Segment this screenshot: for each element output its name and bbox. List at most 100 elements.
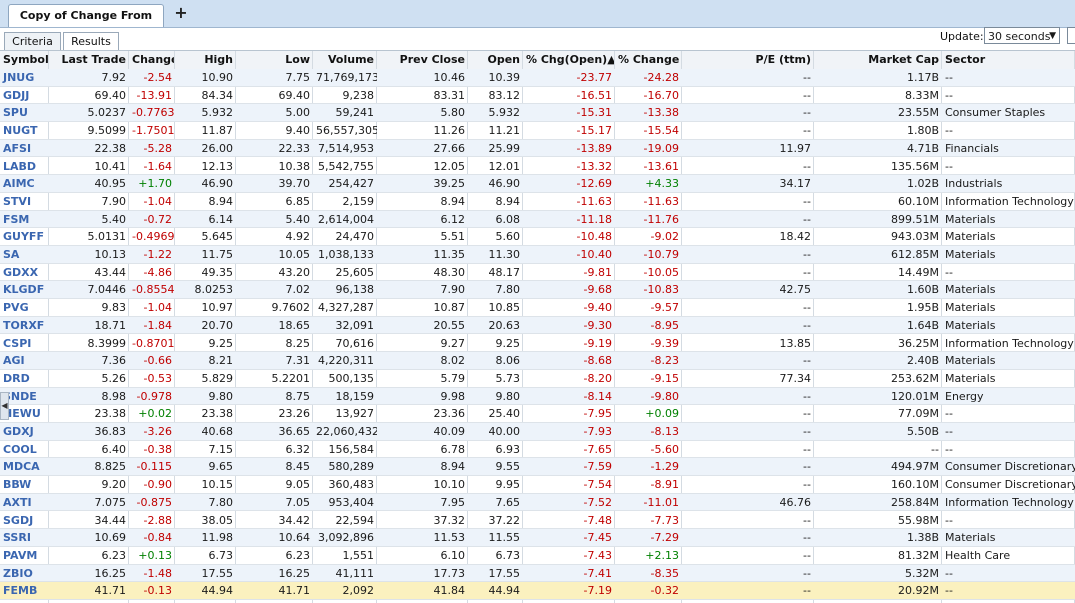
column-header-change[interactable]: Change: [132, 53, 175, 66]
add-tab-icon[interactable]: +: [174, 3, 188, 22]
cell-symbol[interactable]: SPU: [3, 106, 28, 120]
cell-last: 9.20: [101, 478, 127, 492]
column-header-open[interactable]: Open: [487, 53, 520, 66]
tab-results[interactable]: Results: [63, 32, 119, 51]
cell-symbol[interactable]: AGI: [3, 354, 25, 368]
column-header-prev[interactable]: Prev Close: [399, 53, 465, 66]
column-header-last[interactable]: Last Trade: [61, 53, 126, 66]
table-row[interactable]: GUYFF 5.0131 -0.4969 5.645 4.92 24,470 5.51 5.6…: [0, 228, 1075, 246]
table-row[interactable]: SPU 5.0237 -0.7763 5.932 5.00 59,241 5.80 5.932…: [0, 104, 1075, 123]
cell-change: -2.54: [143, 71, 172, 84]
cell-prev: 6.10: [440, 548, 466, 562]
cell-symbol[interactable]: KLGDF: [3, 283, 45, 297]
cell-symbol[interactable]: GDXX: [3, 265, 39, 279]
table-row[interactable]: JNUG 7.92 -2.54 10.90 7.75 71,769,173 10.46 10.…: [0, 69, 1075, 87]
table-row[interactable]: TORXF 18.71 -1.84 20.70 18.65 32,091 20.55 20.6…: [0, 316, 1075, 335]
column-header-low[interactable]: Low: [285, 53, 310, 66]
toolbar-edge-button[interactable]: [1067, 27, 1075, 44]
table-row[interactable]: KLGDF 7.0446 -0.8554 8.0253 7.02 96,138 7.90 7.…: [0, 281, 1075, 300]
view-tabs: Criteria Results: [0, 28, 1075, 51]
cell-symbol[interactable]: GUYFF: [3, 230, 44, 244]
cell-symbol[interactable]: AIMC: [3, 177, 35, 191]
cell-symbol[interactable]: SA: [3, 248, 20, 261]
cell-symbol[interactable]: BBW: [3, 478, 32, 492]
table-row[interactable]: CSPI 8.3999 -0.8701 9.25 8.25 70,616 9.27 9.25 -…: [0, 335, 1075, 353]
cell-symbol[interactable]: CSPI: [3, 336, 32, 350]
cell-symbol[interactable]: FSM: [3, 212, 30, 226]
cell-symbol[interactable]: DRD: [3, 371, 30, 385]
update-interval-select[interactable]: 30 seconds ▼: [984, 27, 1060, 44]
cell-symbol[interactable]: LABD: [3, 159, 37, 173]
cell-symbol[interactable]: TORXF: [3, 318, 45, 332]
cell-volume: 953,404: [328, 495, 375, 509]
table-row[interactable]: FEMB 41.71 -0.13 44.94 41.71 2,092 41.84 44.94 -…: [0, 582, 1075, 600]
cell-symbol[interactable]: AXTI: [3, 495, 32, 509]
table-row[interactable]: DRD 5.26 -0.53 5.829 5.2201 500,135 5.79 5.73 -8…: [0, 370, 1075, 388]
cell-high: 9.25: [208, 336, 234, 350]
cell-low: 8.45: [285, 460, 311, 474]
cell-symbol[interactable]: PVG: [3, 301, 29, 315]
table-row[interactable]: AIMC 40.95 +1.70 46.90 39.70 254,427 39.25 46.9…: [0, 175, 1075, 193]
table-row[interactable]: LABD 10.41 -1.64 12.13 10.38 5,542,755 12.05 12…: [0, 158, 1075, 176]
table-row[interactable]: AXTI 7.075 -0.875 7.80 7.05 953,404 7.95 7.65 -7…: [0, 493, 1075, 512]
cell-high: 5.932: [201, 106, 234, 120]
cell-symbol[interactable]: ZBIO: [3, 566, 33, 580]
cell-last: 6.23: [101, 548, 127, 562]
table-row[interactable]: SSRI 10.69 -0.84 11.98 10.64 3,092,896 11.53 11…: [0, 529, 1075, 547]
table-row[interactable]: SA 10.13 -1.22 11.75 10.05 1,038,133 11.35 11.3…: [0, 246, 1075, 264]
table-row[interactable]: SGDJ 34.44 -2.88 38.05 34.42 22,594 37.32 37.22…: [0, 512, 1075, 530]
cell-high: 8.94: [208, 194, 234, 208]
table-row[interactable]: MDCA 8.825 -0.115 9.65 8.45 580,289 8.94 9.55 -7…: [0, 458, 1075, 477]
cell-symbol[interactable]: GDXJ: [3, 425, 34, 438]
cell-low: 16.25: [278, 566, 311, 580]
column-header-high[interactable]: High: [204, 53, 233, 66]
column-header-mcap[interactable]: Market Cap: [868, 53, 939, 66]
table-row[interactable]: SNDE 8.98 -0.978 9.80 8.75 18,159 9.98 9.80 -8.1…: [0, 387, 1075, 406]
cell-symbol[interactable]: PAVM: [3, 548, 38, 562]
table-row[interactable]: FSM 5.40 -0.72 6.14 5.40 2,614,004 6.12 6.08 -11…: [0, 210, 1075, 229]
cell-volume: 59,241: [335, 106, 375, 120]
cell-symbol[interactable]: STVI: [3, 194, 32, 208]
cell-pct_open: -7.45: [583, 531, 612, 545]
table-row[interactable]: PVG 9.83 -1.04 10.97 9.7602 4,327,287 10.87 10.…: [0, 299, 1075, 317]
cell-change: -2.88: [143, 513, 172, 527]
column-header-volume[interactable]: Volume: [328, 53, 374, 66]
cell-symbol[interactable]: JNUG: [3, 71, 35, 84]
cell-prev: 27.66: [433, 141, 466, 155]
cell-low: 8.75: [285, 389, 311, 403]
table-row[interactable]: AGI 7.36 -0.66 8.21 7.31 4,220,311 8.02 8.06 -8.…: [0, 352, 1075, 370]
table-row[interactable]: GDXJ 36.83 -3.26 40.68 36.65 22,060,432 40.09 4…: [0, 423, 1075, 441]
table-row[interactable]: NUGT 9.5099 -1.7501 11.87 9.40 56,557,305 11.2…: [0, 122, 1075, 140]
cell-last: 5.40: [101, 212, 127, 226]
table-row[interactable]: GDXX 43.44 -4.86 49.35 43.20 25,605 48.30 48.17…: [0, 264, 1075, 282]
table-row[interactable]: BBW 9.20 -0.90 10.15 9.05 360,483 10.10 9.95 -7.…: [0, 476, 1075, 494]
cell-symbol[interactable]: MDCA: [3, 460, 40, 474]
table-row[interactable]: HEWU 23.38 +0.02 23.38 23.26 13,927 23.36 25.40…: [0, 405, 1075, 423]
cell-symbol[interactable]: SGDJ: [3, 513, 34, 527]
table-row[interactable]: GDJJ 69.40 -13.91 84.34 69.40 9,238 83.31 83.12…: [0, 87, 1075, 105]
cell-symbol[interactable]: SSRI: [3, 531, 31, 545]
table-row[interactable]: STVI 7.90 -1.04 8.94 6.85 2,159 8.94 8.94 -11.63…: [0, 193, 1075, 211]
table-row[interactable]: COOL 6.40 -0.38 7.15 6.32 156,584 6.78 6.93 -7.6…: [0, 441, 1075, 459]
cell-symbol[interactable]: COOL: [3, 442, 37, 456]
table-row[interactable]: PAVM 6.23 +0.13 6.73 6.23 1,551 6.10 6.73 -7.43 +…: [0, 547, 1075, 565]
column-header-pct_open[interactable]: % Chg(Open)▲: [526, 53, 615, 66]
cell-symbol[interactable]: NUGT: [3, 124, 38, 138]
cell-symbol[interactable]: SNDE: [3, 389, 37, 403]
tab-criteria[interactable]: Criteria: [4, 32, 61, 50]
table-row[interactable]: ZBIO 16.25 -1.48 17.55 16.25 41,111 17.73 17.55…: [0, 564, 1075, 583]
document-tab[interactable]: Copy of Change From Open: [8, 4, 164, 44]
cell-symbol[interactable]: AFSI: [3, 141, 32, 155]
column-header-symbol[interactable]: Symbol: [3, 53, 49, 66]
collapse-left-icon[interactable]: ◀: [0, 392, 9, 420]
table-row[interactable]: AFSI 22.38 -5.28 26.00 22.33 7,514,953 27.66 25…: [0, 139, 1075, 158]
cell-pct_change: -7.29: [650, 531, 679, 545]
column-header-sector[interactable]: Sector: [945, 53, 986, 66]
column-header-pe[interactable]: P/E (ttm): [755, 53, 811, 66]
cell-symbol[interactable]: GDJJ: [3, 88, 30, 102]
cell-pe: --: [803, 442, 811, 456]
column-header-pct_change[interactable]: % Change: [618, 53, 680, 66]
cell-open: 11.55: [488, 531, 521, 545]
cell-symbol[interactable]: FEMB: [3, 584, 38, 598]
cell-symbol[interactable]: HEWU: [3, 407, 41, 421]
